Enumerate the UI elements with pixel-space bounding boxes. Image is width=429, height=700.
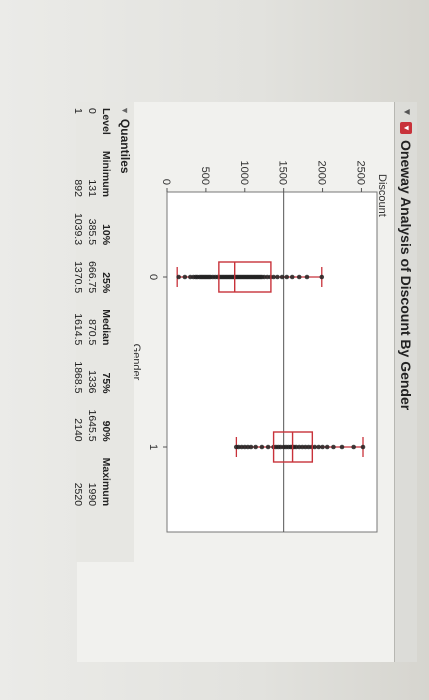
- plot-frame: [166, 191, 378, 533]
- table-cell: 131: [86, 179, 98, 197]
- table-cell: 2140: [72, 418, 84, 442]
- quantiles-column-header: 10%: [100, 224, 113, 246]
- table-row: 0 131 385.5 666.75 870.5 1336 1645.5 1990: [85, 106, 99, 514]
- data-point: [289, 274, 295, 280]
- quantiles-header[interactable]: ▼ Quantiles: [118, 106, 132, 174]
- table-cell: 2520: [72, 482, 84, 507]
- table-cell: 1: [72, 108, 84, 114]
- data-point: [275, 274, 280, 280]
- y-axis-label: Discount: [376, 174, 388, 217]
- data-point: [324, 444, 330, 450]
- table-cell: 1336: [86, 370, 98, 394]
- data-point: [339, 444, 345, 450]
- data-point: [351, 444, 356, 450]
- data-point: [296, 274, 302, 280]
- oneway-plot: 0 500 1000 1500 2000 2500 Discount 0 1 Gender: [131, 122, 391, 562]
- report-title: Oneway Analysis of Discount By Gender: [398, 140, 414, 411]
- table-cell: 892: [72, 179, 84, 197]
- data-point: [279, 274, 285, 280]
- table-cell: 1039.3: [72, 212, 84, 246]
- y-tick-label: 0: [160, 179, 172, 185]
- quantiles-column-header: Median: [100, 309, 113, 346]
- data-point: [316, 444, 321, 450]
- x-axis-label: Gender: [131, 344, 142, 381]
- quantiles-column-header: 90%: [100, 420, 113, 442]
- data-point: [320, 444, 325, 450]
- data-point: [265, 444, 271, 450]
- y-tick-label: 2000: [316, 161, 328, 185]
- x-tick-label: 0: [147, 274, 159, 280]
- table-cell: 666.75: [86, 261, 98, 294]
- y-tick-label: 2500: [354, 161, 366, 185]
- data-point: [360, 444, 366, 450]
- quantiles-column-header: 25%: [100, 272, 113, 294]
- table-cell: 1990: [86, 482, 98, 507]
- table-row: 1 892 1039.3 1370.5 1614.5 1868.5 2140 2520: [71, 106, 85, 514]
- oneway-report: ▼ ▼ Oneway Analysis of Discount By Gende…: [72, 102, 417, 662]
- data-point: [304, 274, 310, 280]
- red-triangle-menu-icon[interactable]: ▼: [400, 122, 412, 134]
- table-cell: 870.5: [86, 319, 98, 346]
- quantiles-panel: ▼ Quantiles Level Minimum 10% 25% Median 75% 9…: [72, 102, 134, 562]
- table-cell: 1868.5: [72, 361, 84, 394]
- data-point: [248, 444, 254, 450]
- quantiles-column-header: Level: [100, 108, 113, 135]
- data-point: [271, 274, 276, 280]
- box-quartile: [218, 261, 272, 293]
- y-tick-label: 1500: [277, 161, 289, 185]
- table-cell: 0: [86, 108, 98, 114]
- y-tick-label: 1000: [238, 161, 250, 185]
- data-point: [176, 274, 181, 280]
- data-point: [319, 274, 325, 280]
- triangle-down-icon[interactable]: ▼: [120, 106, 130, 115]
- x-tick-label: 1: [147, 444, 159, 450]
- table-cell: 1614.5: [72, 313, 84, 346]
- data-point: [312, 444, 318, 450]
- quantiles-column-header: 75%: [100, 372, 113, 394]
- data-point: [182, 274, 188, 280]
- quantiles-column-header: Maximum: [100, 457, 113, 507]
- quantiles-column-header: Minimum: [100, 150, 113, 197]
- quantiles-title: Quantiles: [118, 118, 132, 174]
- table-cell: 1370.5: [72, 261, 84, 294]
- data-point: [331, 444, 336, 450]
- data-point: [253, 444, 258, 450]
- triangle-down-icon[interactable]: ▼: [401, 107, 412, 117]
- data-point: [259, 444, 265, 450]
- oneway-chart: 0 500 1000 1500 2000 2500 Discount 0 1 Gender: [131, 161, 388, 533]
- table-cell: 1645.5: [86, 409, 98, 442]
- y-tick-label: 500: [199, 167, 211, 185]
- report-header[interactable]: ▼ ▼ Oneway Analysis of Discount By Gende…: [394, 102, 417, 662]
- data-point: [284, 274, 290, 280]
- table-cell: 385.5: [86, 218, 98, 246]
